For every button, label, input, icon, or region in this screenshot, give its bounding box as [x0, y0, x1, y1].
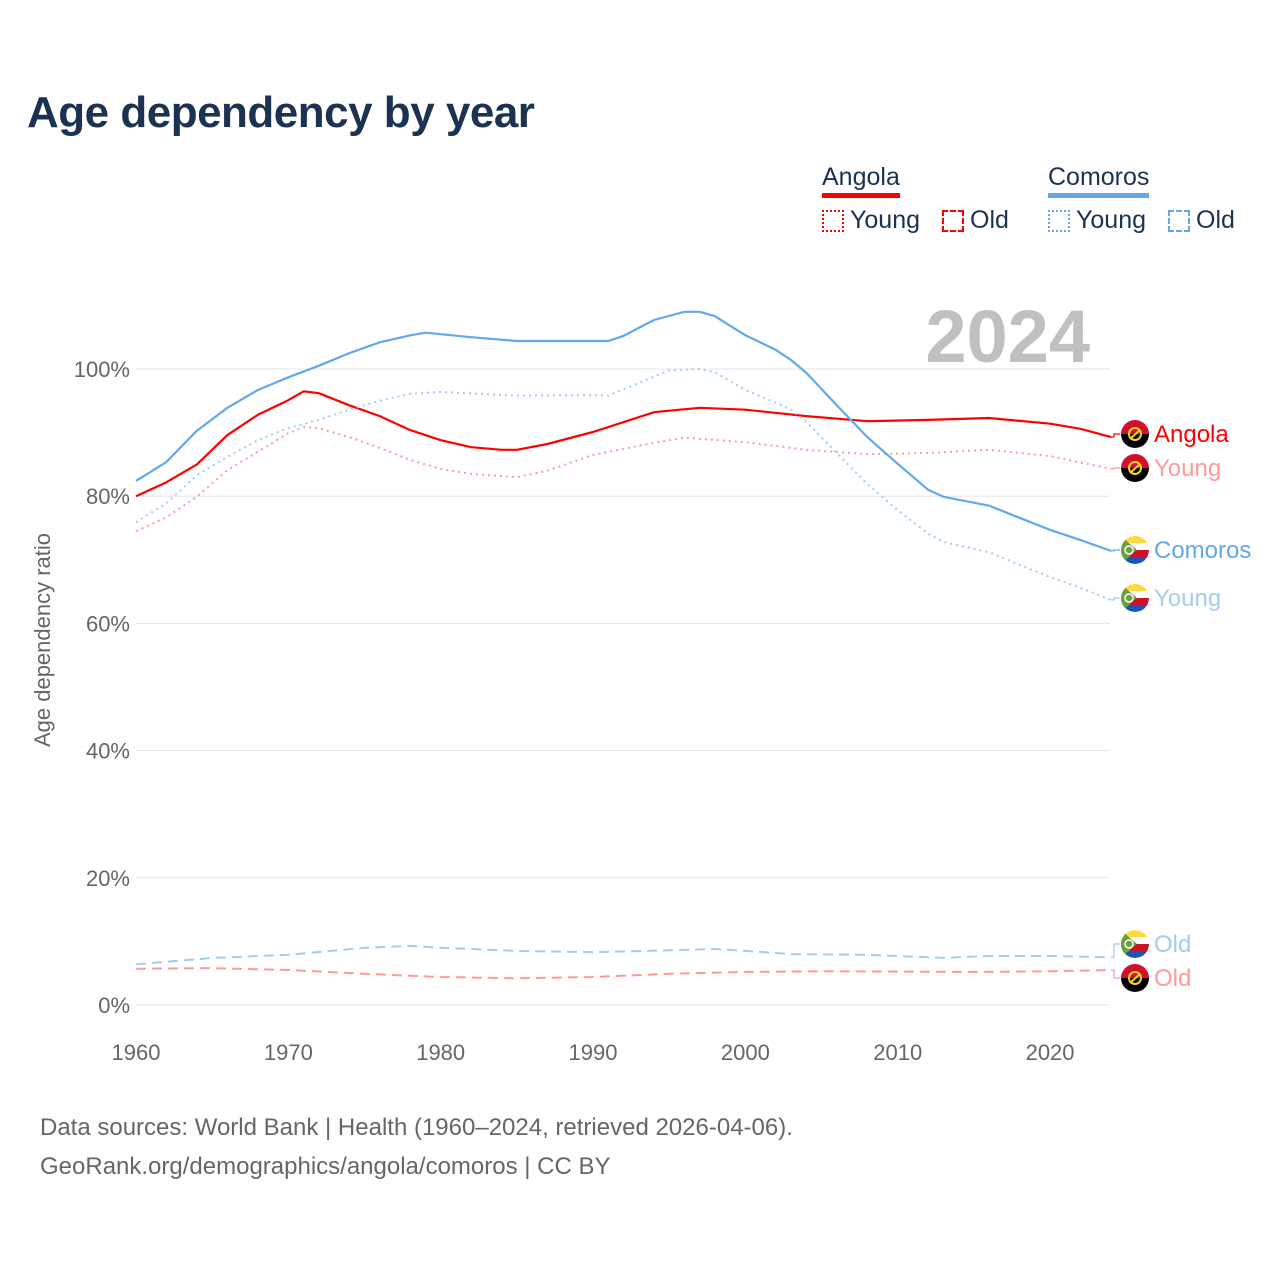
y-tick-label: 80% [86, 484, 130, 509]
angola-flag-icon [1121, 454, 1149, 482]
series-line-angola-young [135, 425, 1112, 533]
legend-comoros-old[interactable]: Old [1168, 206, 1235, 235]
series-line-angola-old [135, 967, 1112, 980]
y-tick-label: 0% [98, 993, 130, 1018]
x-tick-label: 2000 [721, 1040, 770, 1065]
series-line-comoros [135, 310, 1112, 552]
series-end-label: Angola [1154, 421, 1229, 448]
legend-comoros: Comoros Young Old [1048, 163, 1251, 235]
legend-label: Young [850, 206, 920, 234]
y-tick-label: 60% [86, 611, 130, 636]
dotted-swatch-icon [1048, 209, 1070, 232]
x-tick-label: 2020 [1026, 1040, 1075, 1065]
series-line-comoros-old [135, 944, 1112, 966]
legend-country-angola[interactable]: Angola [822, 163, 900, 198]
legend-country-comoros[interactable]: Comoros [1048, 163, 1150, 198]
series-end-label: Old [1154, 931, 1191, 958]
legend-angola: Angola Young Old [822, 163, 1025, 235]
y-axis-label: Age dependency ratio [30, 533, 55, 747]
dashed-swatch-icon [1168, 209, 1190, 232]
comoros-flag-icon [1121, 536, 1149, 564]
source-footer: Data sources: World Bank | Health (1960–… [40, 1108, 793, 1186]
y-tick-label: 20% [86, 866, 130, 891]
legend-label: Young [1076, 206, 1146, 234]
x-tick-label: 2010 [873, 1040, 922, 1065]
comoros-flag-icon [1121, 584, 1149, 612]
legend-angola-young[interactable]: Young [822, 206, 920, 235]
source-line: Data sources: World Bank | Health (1960–… [40, 1114, 793, 1141]
dashed-swatch-icon [942, 209, 964, 232]
label-connector [1111, 597, 1120, 601]
x-tick-label: 1980 [416, 1040, 465, 1065]
y-tick-label: 40% [86, 739, 130, 764]
series-end-label: Young [1154, 585, 1221, 612]
x-tick-label: 1990 [569, 1040, 618, 1065]
label-connector [1111, 433, 1120, 438]
chart-title: Age dependency by year [27, 88, 535, 137]
label-connector [1111, 943, 1120, 958]
series-end-label: Young [1154, 455, 1221, 482]
angola-flag-icon [1121, 964, 1149, 992]
series-end-label: Comoros [1154, 537, 1251, 564]
legend-comoros-young[interactable]: Young [1048, 206, 1146, 235]
comoros-flag-icon [1121, 930, 1149, 958]
legend-angola-old[interactable]: Old [942, 206, 1009, 235]
source-link[interactable]: GeoRank.org/demographics/angola/comoros … [40, 1153, 611, 1180]
year-watermark: 2024 [925, 295, 1090, 378]
label-connector [1111, 549, 1120, 552]
label-connector [1111, 467, 1120, 470]
angola-flag-icon [1121, 420, 1149, 448]
legend-label: Old [970, 206, 1009, 234]
series-end-label: Old [1154, 965, 1191, 992]
legend-label: Old [1196, 206, 1235, 234]
x-tick-label: 1960 [112, 1040, 161, 1065]
x-tick-label: 1970 [264, 1040, 313, 1065]
series-line-angola [135, 390, 1112, 498]
label-connector [1111, 969, 1120, 979]
dotted-swatch-icon [822, 209, 844, 232]
y-tick-label: 100% [74, 357, 130, 382]
